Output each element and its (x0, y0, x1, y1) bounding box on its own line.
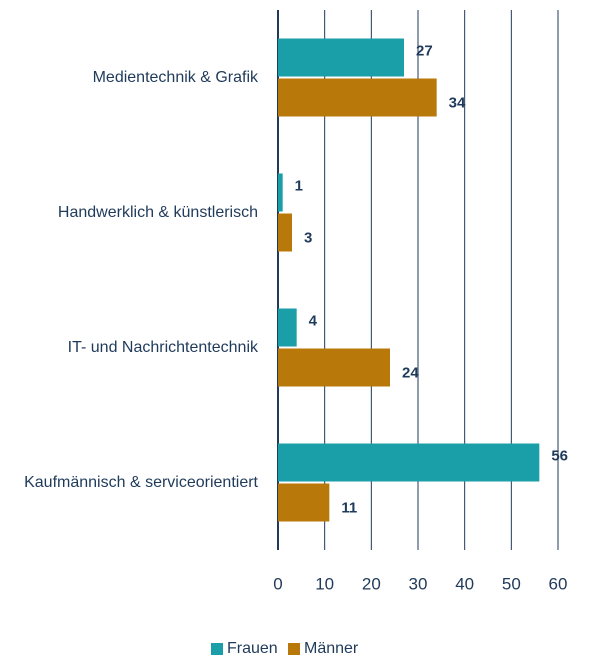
legend-label: Frauen (227, 640, 278, 657)
legend-label: Männer (304, 640, 359, 657)
category-label: Medientechnik & Grafik (92, 68, 258, 86)
value-label: 11 (341, 499, 357, 516)
value-label: 24 (402, 364, 419, 381)
x-tick-label: 40 (455, 574, 474, 593)
legend-swatch (211, 643, 223, 655)
x-tick-label: 60 (549, 574, 568, 593)
x-tick-label: 50 (502, 574, 521, 593)
x-tick-label: 10 (315, 574, 334, 593)
category-label: IT- und Nachrichtentechnik (67, 338, 258, 356)
value-label: 56 (551, 447, 568, 464)
legend-item: Männer (288, 640, 358, 658)
value-label: 3 (304, 229, 312, 246)
x-tick-label: 0 (273, 574, 282, 593)
value-label: 1 (295, 177, 303, 194)
bar (278, 78, 437, 117)
bar (278, 443, 540, 482)
bar (278, 173, 283, 212)
value-label: 34 (449, 94, 466, 111)
legend-swatch (288, 643, 300, 655)
value-label: 4 (309, 312, 318, 329)
value-label: 27 (416, 42, 433, 59)
bar (278, 348, 390, 387)
x-tick-label: 20 (362, 574, 381, 593)
category-label: Kaufmännisch & serviceorientiert (24, 473, 258, 491)
bar (278, 483, 330, 522)
bar (278, 213, 292, 252)
legend-item: Frauen (211, 640, 278, 658)
category-label: Handwerklich & künstlerisch (57, 203, 258, 221)
bar (278, 38, 404, 77)
bar (278, 308, 297, 347)
x-tick-label: 30 (409, 574, 428, 593)
